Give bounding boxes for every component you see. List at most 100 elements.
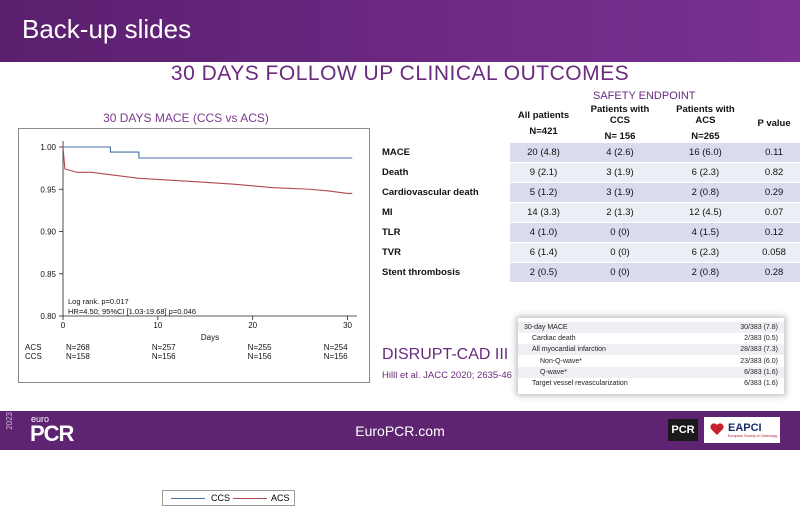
table-cell: 12 (4.5) — [662, 202, 749, 223]
chart-legend: CCS ACS — [162, 490, 295, 506]
y-tick-label: 0.90 — [40, 228, 56, 237]
inset-row: Cardiac death 2/383 (0.5) — [518, 333, 784, 344]
table-cell: 9 (2.1) — [509, 162, 578, 183]
table-cell: 6 (2.3) — [662, 242, 749, 263]
table-cell: 0 (0) — [577, 222, 663, 243]
col-header-all: All patients N=421 — [509, 104, 578, 143]
risk-table-value: N=257 — [152, 343, 176, 352]
heart-icon — [710, 423, 724, 435]
risk-table-label: CCS — [25, 352, 42, 361]
table-row: Cardiovascular death 5 (1.2) 3 (1.9) 2 (0.8… — [376, 182, 800, 203]
row-label: TLR — [376, 222, 510, 243]
logrank-annotation: Log rank. p=0.017 — [68, 297, 129, 306]
col-header-line2: N= 156 — [604, 131, 636, 142]
inset-row-label: Cardiac death — [532, 335, 576, 343]
inset-row-label: All myocardial infarction — [532, 346, 606, 354]
series-line-ccs — [63, 146, 353, 159]
col-header-pvalue: P value — [748, 104, 800, 143]
outcomes-table: All patients N=421 Patients with CCS N= 15… — [376, 104, 800, 283]
slide-header-title: Back-up slides — [22, 14, 192, 44]
table-cell: 6 (1.4) — [509, 242, 578, 263]
inset-row: All myocardial infarction 28/383 (7.3) — [518, 344, 784, 356]
risk-table-value: N=156 — [152, 352, 176, 361]
y-tick-label: 1.00 — [40, 143, 56, 152]
inset-row-value: 6/383 (1.6) — [744, 368, 778, 376]
row-label: Cardiovascular death — [376, 182, 510, 203]
disrupt-cad-title: DISRUPT-CAD III — [382, 346, 509, 363]
col-header-line1: Patients with CCS — [590, 104, 650, 126]
inset-row: 30-day MACE 30/383 (7.8) — [518, 322, 784, 333]
table-cell: 0.12 — [748, 222, 800, 243]
table-cell: 3 (1.9) — [577, 182, 663, 203]
legend-acs-swatch — [233, 498, 267, 499]
slide-main-title: 30 DAYS FOLLOW UP CLINICAL OUTCOMES — [170, 62, 630, 85]
x-tick-label: 30 — [343, 321, 352, 330]
inset-row-label: 30-day MACE — [524, 324, 568, 331]
col-header-line2: N=421 — [529, 125, 558, 137]
table-cell: 4 (1.5) — [662, 222, 749, 243]
x-axis-label: Days — [201, 333, 219, 342]
km-chart-svg: 0.80 0.85 0.90 0.95 1.00 0 10 20 30 Days Log rank.… — [25, 141, 357, 361]
footer-pcr-logo: PCR — [30, 421, 74, 446]
col-header-acs: Patients with ACS N=265 — [662, 104, 749, 143]
disrupt-citation: Hilll et al. JACC 2020; 2635-46 — [382, 370, 512, 381]
y-tick-label: 0.80 — [40, 312, 56, 321]
col-header-line2: N=265 — [691, 131, 720, 142]
risk-table-value: N=156 — [324, 352, 348, 361]
x-tick-label: 20 — [248, 321, 257, 330]
table-cell: 0.82 — [748, 162, 800, 183]
table-row: TLR 4 (1.0) 0 (0) 4 (1.5) 0.12 — [376, 222, 800, 243]
eapci-badge-logo: EAPCI European Society of Cardiology — [704, 417, 780, 443]
table-cell: 0.07 — [748, 202, 800, 223]
table-row: Death 9 (2.1) 3 (1.9) 6 (2.3) 0.82 — [376, 162, 800, 183]
inset-row-value: 23/383 (6.0) — [740, 357, 778, 365]
table-row: Stent thrombosis 2 (0.5) 0 (0) 2 (0.8) 0.28 — [376, 262, 800, 283]
table-cell: 20 (4.8) — [509, 142, 578, 163]
legend-ccs-swatch — [171, 498, 205, 499]
inset-row-value: 2/383 (0.5) — [744, 335, 778, 343]
risk-table-value: N=158 — [66, 352, 90, 361]
chart-title: 30 DAYS MACE (CCS vs ACS) — [103, 111, 269, 125]
legend-acs-label: ACS — [271, 493, 290, 503]
inset-row-value: 30/383 (7.8) — [740, 324, 778, 331]
km-chart-panel: 0.80 0.85 0.90 0.95 1.00 0 10 20 30 Days Log rank.… — [18, 128, 370, 506]
inset-row: Non-Q-wave* 23/383 (6.0) — [518, 356, 784, 367]
footer-site-link[interactable]: EuroPCR.com — [355, 423, 445, 439]
table-corner-cell — [376, 104, 510, 143]
col-header-line1: P value — [757, 117, 791, 129]
safety-endpoint-label: SAFETY ENDPOINT — [593, 90, 696, 102]
table-cell: 4 (2.6) — [577, 142, 663, 163]
table-cell: 2 (0.8) — [662, 182, 749, 203]
table-row: MI 14 (3.3) 2 (1.3) 12 (4.5) 0.07 — [376, 202, 800, 223]
inset-row-value: 28/383 (7.3) — [740, 346, 778, 354]
table-row: TVR 6 (1.4) 0 (0) 6 (2.3) 0.058 — [376, 242, 800, 263]
table-cell: 0.28 — [748, 262, 800, 283]
legend-ccs-label: CCS — [211, 493, 231, 503]
inset-row-label: Q-wave* — [540, 368, 567, 376]
risk-table-value: N=156 — [248, 352, 272, 361]
eapci-subtext: European Society of Cardiology — [728, 434, 778, 438]
table-cell: 2 (0.5) — [509, 262, 578, 283]
hr-annotation: HR=4.50; 95%CI [1.03-19.68] p=0.046 — [68, 307, 196, 316]
eapci-text: EAPCI — [728, 422, 762, 434]
inset-row-value: 6/383 (1.6) — [744, 380, 778, 387]
risk-table-value: N=255 — [248, 343, 272, 352]
table-cell: 0 (0) — [577, 262, 663, 283]
risk-table-value: N=254 — [324, 343, 348, 352]
col-header-ccs: Patients with CCS N= 156 — [577, 104, 663, 143]
pcr-badge-logo: PCR — [668, 419, 698, 441]
risk-table-value: N=268 — [66, 343, 90, 352]
inset-row: Target vessel revascularization 6/383 (1.… — [518, 378, 784, 389]
table-cell: 0.058 — [748, 242, 800, 263]
series-line-acs — [62, 146, 353, 195]
table-cell: 4 (1.0) — [509, 222, 578, 243]
table-cell: 16 (6.0) — [662, 142, 749, 163]
inset-row: Q-wave* 6/383 (1.6) — [518, 366, 784, 378]
row-label: Death — [376, 162, 510, 183]
footer-bar — [0, 411, 800, 450]
table-cell: 3 (1.9) — [577, 162, 663, 183]
x-tick-label: 0 — [61, 321, 66, 330]
table-header-row: All patients N=421 Patients with CCS N= 15… — [376, 104, 800, 143]
inset-row-label: Target vessel revascularization — [532, 380, 628, 387]
row-label: MI — [376, 202, 510, 223]
